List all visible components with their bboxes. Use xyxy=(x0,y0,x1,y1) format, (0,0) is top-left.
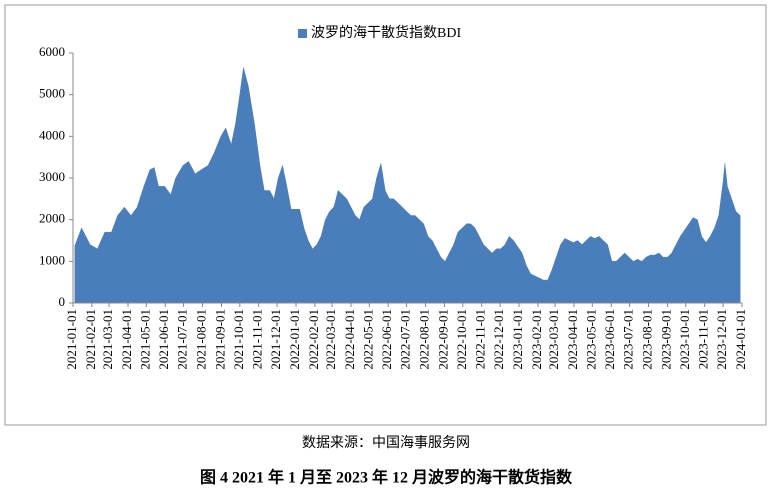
x-tick-label: 2021-06-01 xyxy=(156,309,171,370)
x-tick-label: 2023-01-01 xyxy=(510,309,525,370)
x-tick-label: 2023-10-01 xyxy=(677,309,692,370)
x-tick-label: 2021-03-01 xyxy=(100,309,115,370)
y-tick-label: 6000 xyxy=(39,44,65,59)
caption: 图 4 2021 年 1 月至 2023 年 12 月波罗的海干散货指数 xyxy=(200,468,573,487)
x-tick-label: 2022-03-01 xyxy=(323,309,338,370)
x-tick-label: 2023-12-01 xyxy=(714,309,729,370)
x-tick-label: 2021-07-01 xyxy=(175,309,190,370)
x-tick-label: 2023-02-01 xyxy=(529,309,544,370)
x-tick-label: 2022-07-01 xyxy=(398,309,413,370)
y-tick-label: 1000 xyxy=(39,252,65,267)
x-tick-label: 2024-01-01 xyxy=(733,309,748,370)
x-tick-label: 2023-05-01 xyxy=(583,309,598,370)
x-tick-label: 2021-11-01 xyxy=(250,309,265,369)
x-tick-label: 2022-06-01 xyxy=(379,309,394,370)
x-tick-label: 2022-02-01 xyxy=(306,309,321,370)
x-tick-label: 2023-08-01 xyxy=(640,309,655,370)
y-tick-label: 5000 xyxy=(39,86,65,101)
area xyxy=(74,67,741,304)
x-tick-label: 2022-09-01 xyxy=(435,309,450,370)
x-tick-label: 2021-01-01 xyxy=(64,309,79,370)
x-tick-label: 2023-04-01 xyxy=(565,309,580,370)
legend-label: 波罗的海干散货指数BDI xyxy=(311,24,461,41)
x-tick-label: 2023-11-01 xyxy=(696,309,711,369)
x-tick-label: 2023-06-01 xyxy=(602,309,617,370)
y-tick-label: 3000 xyxy=(39,169,65,184)
x-tick-label: 2021-09-01 xyxy=(212,309,227,370)
y-tick-label: 2000 xyxy=(39,211,65,226)
x-tick-label: 2022-01-01 xyxy=(287,309,302,370)
y-tick-label: 0 xyxy=(59,294,66,309)
x-tick-label: 2022-11-01 xyxy=(473,309,488,369)
x-tick-label: 2021-12-01 xyxy=(268,309,283,370)
y-tick-label: 4000 xyxy=(39,127,65,142)
x-tick-label: 2021-02-01 xyxy=(83,309,98,370)
x-tick-label: 2021-08-01 xyxy=(194,309,209,370)
x-tick-label: 2021-05-01 xyxy=(137,309,152,370)
x-tick-label: 2021-10-01 xyxy=(231,309,246,370)
x-tick-label: 2022-04-01 xyxy=(342,309,357,370)
x-tick-label: 2022-05-01 xyxy=(360,309,375,370)
source-note: 数据来源：中国海事服务网 xyxy=(302,435,470,451)
x-tick-label: 2023-03-01 xyxy=(546,309,561,370)
x-tick-label: 2021-04-01 xyxy=(119,309,134,370)
x-tick-label: 2022-12-01 xyxy=(491,309,506,370)
legend-swatch xyxy=(298,29,307,38)
x-tick-label: 2022-08-01 xyxy=(417,309,432,370)
chart-frame xyxy=(4,4,767,426)
x-tick-label: 2023-09-01 xyxy=(658,309,673,370)
x-tick-label: 2022-10-01 xyxy=(454,309,469,370)
x-tick-label: 2023-07-01 xyxy=(621,309,636,370)
